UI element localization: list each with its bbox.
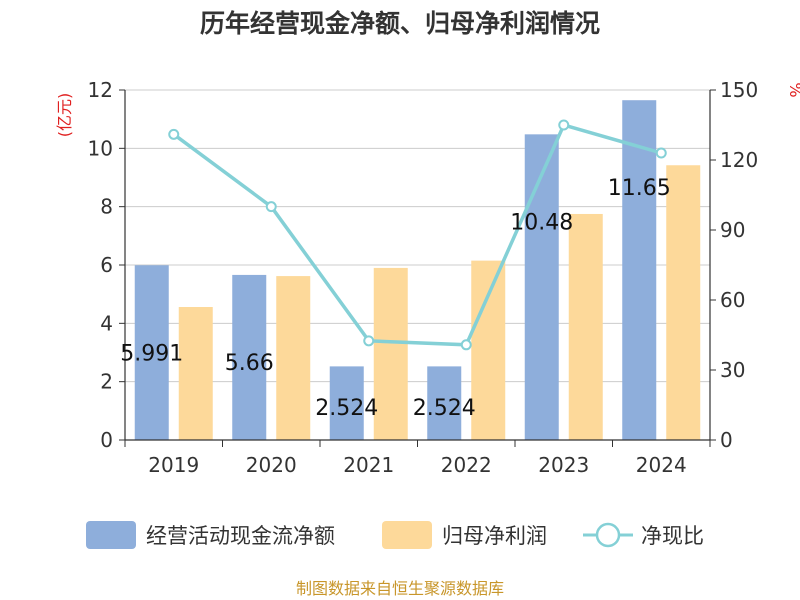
right-tick-label: 30 — [720, 358, 745, 382]
x-tick-label: 2024 — [636, 453, 687, 477]
legend: 经营活动现金流净额 归母净利润 净现比 — [86, 521, 704, 549]
net-profit-bar — [178, 307, 213, 440]
legend-swatch-net-profit — [382, 521, 432, 549]
legend-marker-ratio — [595, 522, 621, 548]
cashflow-bar — [329, 366, 364, 440]
ratio-point — [265, 201, 277, 213]
legend-swatch-cashflow — [86, 521, 136, 549]
ratio-line-path — [172, 122, 662, 347]
data-labels: 5.991 5.66 2.524 2.524 10.48 11.65 — [120, 176, 670, 421]
ratio-point — [460, 339, 472, 351]
x-tick-label: 2020 — [246, 453, 297, 477]
right-tick-label: 150 — [720, 78, 758, 102]
left-tick-label: 2 — [100, 370, 113, 394]
right-tick-label: 60 — [720, 288, 745, 312]
ratio-point — [655, 147, 667, 159]
legend-label-cashflow: 经营活动现金流净额 — [146, 524, 335, 548]
net-profit-bar — [471, 260, 506, 440]
cashflow-data-label: 5.991 — [120, 341, 183, 366]
cashflow-bar — [134, 265, 169, 440]
legend-label-net-profit: 归母净利润 — [442, 524, 547, 548]
source-note: 制图数据来自恒生聚源数据库 — [296, 579, 504, 598]
left-tick-label: 8 — [100, 195, 113, 219]
ratio-point — [363, 335, 375, 347]
cashflow-bar — [524, 134, 559, 441]
x-tick-label: 2022 — [441, 453, 492, 477]
net-profit-bar — [276, 276, 311, 440]
cashflow-data-label: 2.524 — [413, 396, 476, 421]
net-profit-bar — [373, 267, 408, 440]
ratio-line — [168, 119, 667, 351]
x-tick-label: 2021 — [343, 453, 394, 477]
grid — [125, 89, 710, 441]
cashflow-data-label: 5.66 — [225, 351, 274, 376]
cashflow-bar — [427, 366, 462, 440]
net-profit-bar — [568, 213, 603, 440]
net-profit-bar — [666, 165, 701, 440]
cashflow-bar — [232, 274, 267, 440]
left-tick-label: 6 — [100, 253, 113, 277]
cashflow-data-label: 10.48 — [510, 210, 573, 235]
left-tick-label: 0 — [100, 428, 113, 452]
chart-title: 历年经营现金净额、归母净利润情况 — [200, 9, 600, 38]
left-tick-label: 12 — [88, 78, 113, 102]
left-axis-unit: (亿元) — [55, 93, 74, 138]
left-tick-label: 4 — [100, 311, 113, 335]
x-tick-label: 2019 — [148, 453, 199, 477]
legend-label-ratio: 净现比 — [641, 524, 704, 548]
right-tick-label: 90 — [720, 218, 745, 242]
right-tick-label: 120 — [720, 148, 758, 172]
cashflow-data-label: 11.65 — [608, 176, 671, 201]
left-tick-label: 10 — [88, 136, 113, 160]
cashflow-bar — [622, 100, 657, 440]
right-axis-unit: % — [786, 82, 800, 97]
bars — [134, 100, 701, 441]
x-tick-label: 2023 — [538, 453, 589, 477]
cashflow-data-label: 2.524 — [315, 396, 378, 421]
ratio-point — [168, 128, 180, 140]
ratio-point — [558, 119, 570, 131]
right-tick-label: 0 — [720, 428, 733, 452]
